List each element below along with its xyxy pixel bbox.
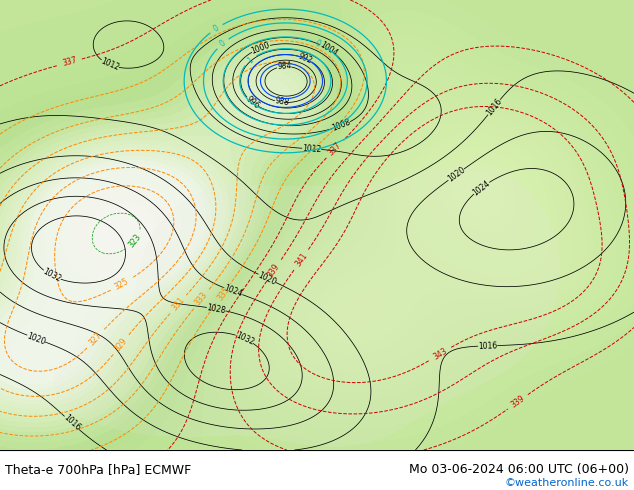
Text: 992: 992 [297, 51, 314, 66]
Text: 1016: 1016 [61, 413, 82, 433]
Text: 323: 323 [127, 232, 143, 249]
Text: 996: 996 [244, 94, 261, 110]
Text: 1020: 1020 [257, 270, 278, 287]
Text: 1024: 1024 [223, 284, 244, 299]
Text: 325: 325 [113, 277, 130, 292]
Text: 329: 329 [113, 336, 129, 353]
Text: 339: 339 [509, 394, 526, 410]
Text: 1020: 1020 [446, 165, 467, 184]
Text: ©weatheronline.co.uk: ©weatheronline.co.uk [505, 478, 629, 488]
Text: 984: 984 [276, 62, 292, 72]
Text: 1: 1 [245, 55, 255, 65]
Text: 1032: 1032 [234, 330, 256, 347]
Text: 1024: 1024 [471, 178, 492, 197]
Text: 333: 333 [193, 291, 209, 308]
Text: 337: 337 [61, 56, 78, 69]
Text: 0: 0 [218, 39, 228, 49]
Text: 1012: 1012 [302, 144, 321, 154]
Text: 1004: 1004 [318, 40, 339, 58]
Text: Mo 03-06-2024 06:00 UTC (06+00): Mo 03-06-2024 06:00 UTC (06+00) [409, 463, 629, 476]
Text: 1020: 1020 [25, 331, 47, 346]
Text: 339: 339 [266, 262, 281, 279]
Text: 335: 335 [216, 285, 231, 302]
Text: 1012: 1012 [100, 57, 120, 73]
Text: 1028: 1028 [206, 303, 226, 315]
Text: 1016: 1016 [478, 341, 498, 351]
Text: 1000: 1000 [250, 41, 271, 56]
Text: 327: 327 [87, 331, 103, 347]
Text: 1032: 1032 [41, 267, 62, 284]
Text: 0: 0 [212, 24, 221, 34]
Text: 988: 988 [274, 97, 290, 108]
Text: 341: 341 [294, 251, 309, 269]
Text: 1016: 1016 [484, 97, 503, 118]
Text: 331: 331 [170, 296, 186, 313]
Text: 0: 0 [314, 39, 322, 49]
Text: Theta-e 700hPa [hPa] ECMWF: Theta-e 700hPa [hPa] ECMWF [5, 463, 191, 476]
Text: 1008: 1008 [331, 118, 352, 133]
Text: 343: 343 [432, 346, 450, 361]
Text: 337: 337 [327, 141, 344, 157]
